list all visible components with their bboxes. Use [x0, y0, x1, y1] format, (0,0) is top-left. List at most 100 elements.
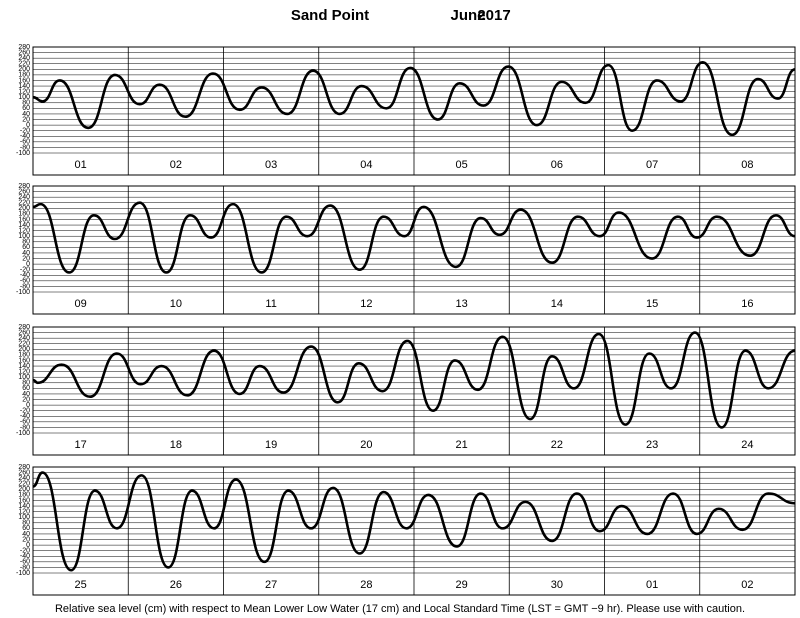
day-label: 27: [265, 579, 277, 591]
day-label: 08: [741, 159, 753, 171]
day-label: 07: [646, 159, 658, 171]
y-tick-label: -80: [20, 144, 30, 151]
y-tick-label: 240: [18, 55, 30, 62]
day-label: 18: [170, 439, 182, 451]
day-label: 30: [551, 579, 563, 591]
y-tick-label: 160: [18, 77, 30, 84]
y-tick-label: -80: [20, 424, 30, 431]
day-label: 01: [646, 579, 658, 591]
y-tick-label: 180: [18, 72, 30, 79]
y-tick-label: 0: [26, 542, 30, 549]
day-label: 28: [360, 579, 372, 591]
day-label: 04: [360, 159, 372, 171]
y-tick-label: -20: [20, 267, 30, 274]
day-label: 02: [741, 579, 753, 591]
y-tick-label: 120: [18, 227, 30, 234]
y-tick-label: -60: [20, 419, 30, 426]
y-tick-label: -100: [16, 570, 30, 577]
y-tick-label: 240: [18, 194, 30, 201]
day-label: 02: [170, 159, 182, 171]
y-tick-label: 100: [18, 94, 30, 101]
y-tick-label: 60: [22, 105, 30, 112]
day-label: 12: [360, 298, 372, 310]
day-label: 20: [360, 439, 372, 451]
tide-line: [32, 471, 796, 572]
y-tick-label: 220: [18, 481, 30, 488]
tide-line: [32, 61, 796, 137]
y-tick-label: -80: [20, 564, 30, 571]
y-tick-label: 20: [22, 116, 30, 123]
y-tick-label: 120: [18, 368, 30, 375]
y-tick-label: 160: [18, 497, 30, 504]
y-tick-label: 220: [18, 341, 30, 348]
y-tick-label: 120: [18, 88, 30, 95]
y-tick-label: 260: [18, 49, 30, 56]
tide-line: [32, 331, 796, 429]
day-label: 29: [456, 579, 468, 591]
y-tick-label: -40: [20, 413, 30, 420]
day-label: 03: [265, 159, 277, 171]
y-tick-label: -20: [20, 548, 30, 555]
y-tick-label: 240: [18, 335, 30, 342]
day-label: 11: [265, 298, 276, 310]
y-tick-label: 140: [18, 503, 30, 510]
day-label: 23: [646, 439, 658, 451]
y-tick-label: 260: [18, 329, 30, 336]
y-tick-label: 40: [22, 111, 30, 118]
day-label: 19: [265, 439, 277, 451]
y-tick-label: 80: [22, 520, 30, 527]
y-tick-label: 20: [22, 255, 30, 262]
y-tick-label: -40: [20, 553, 30, 560]
y-tick-label: 80: [22, 100, 30, 107]
day-label: 26: [170, 579, 182, 591]
y-tick-label: -100: [16, 289, 30, 296]
y-tick-label: 220: [18, 200, 30, 207]
day-label: 13: [456, 298, 468, 310]
y-tick-label: -20: [20, 408, 30, 415]
y-tick-label: 20: [22, 396, 30, 403]
y-tick-label: 140: [18, 222, 30, 229]
y-tick-label: 160: [18, 357, 30, 364]
y-tick-label: 200: [18, 66, 30, 73]
y-tick-label: -20: [20, 128, 30, 135]
chart-year: 2017: [477, 7, 510, 24]
y-tick-label: 180: [18, 352, 30, 359]
day-label: 05: [456, 159, 468, 171]
y-tick-label: -80: [20, 283, 30, 290]
day-label: 25: [75, 579, 87, 591]
y-tick-label: 80: [22, 239, 30, 246]
y-tick-label: 280: [18, 464, 30, 471]
y-tick-label: 200: [18, 346, 30, 353]
y-tick-label: 40: [22, 531, 30, 538]
y-tick-label: -60: [20, 559, 30, 566]
day-label: 22: [551, 439, 563, 451]
y-tick-label: 160: [18, 216, 30, 223]
day-label: 17: [75, 439, 87, 451]
day-label: 06: [551, 159, 563, 171]
y-tick-label: 80: [22, 380, 30, 387]
y-tick-label: 260: [18, 188, 30, 195]
y-tick-label: 180: [18, 211, 30, 218]
y-tick-label: 280: [18, 44, 30, 51]
y-tick-label: 200: [18, 486, 30, 493]
y-tick-label: 0: [26, 122, 30, 129]
y-tick-label: 40: [22, 250, 30, 257]
y-tick-label: 100: [18, 514, 30, 521]
day-label: 14: [551, 298, 563, 310]
y-tick-label: 120: [18, 508, 30, 515]
day-label: 15: [646, 298, 658, 310]
y-tick-label: -60: [20, 139, 30, 146]
y-tick-label: 60: [22, 244, 30, 251]
y-tick-label: 0: [26, 261, 30, 268]
day-label: 10: [170, 298, 182, 310]
y-tick-label: 60: [22, 385, 30, 392]
y-tick-label: -40: [20, 272, 30, 279]
y-tick-label: 140: [18, 363, 30, 370]
y-tick-label: 280: [18, 183, 30, 190]
y-tick-label: 180: [18, 492, 30, 499]
y-tick-label: 140: [18, 83, 30, 90]
y-tick-label: 260: [18, 469, 30, 476]
y-tick-label: 0: [26, 402, 30, 409]
y-tick-label: 100: [18, 233, 30, 240]
y-tick-label: 240: [18, 475, 30, 482]
